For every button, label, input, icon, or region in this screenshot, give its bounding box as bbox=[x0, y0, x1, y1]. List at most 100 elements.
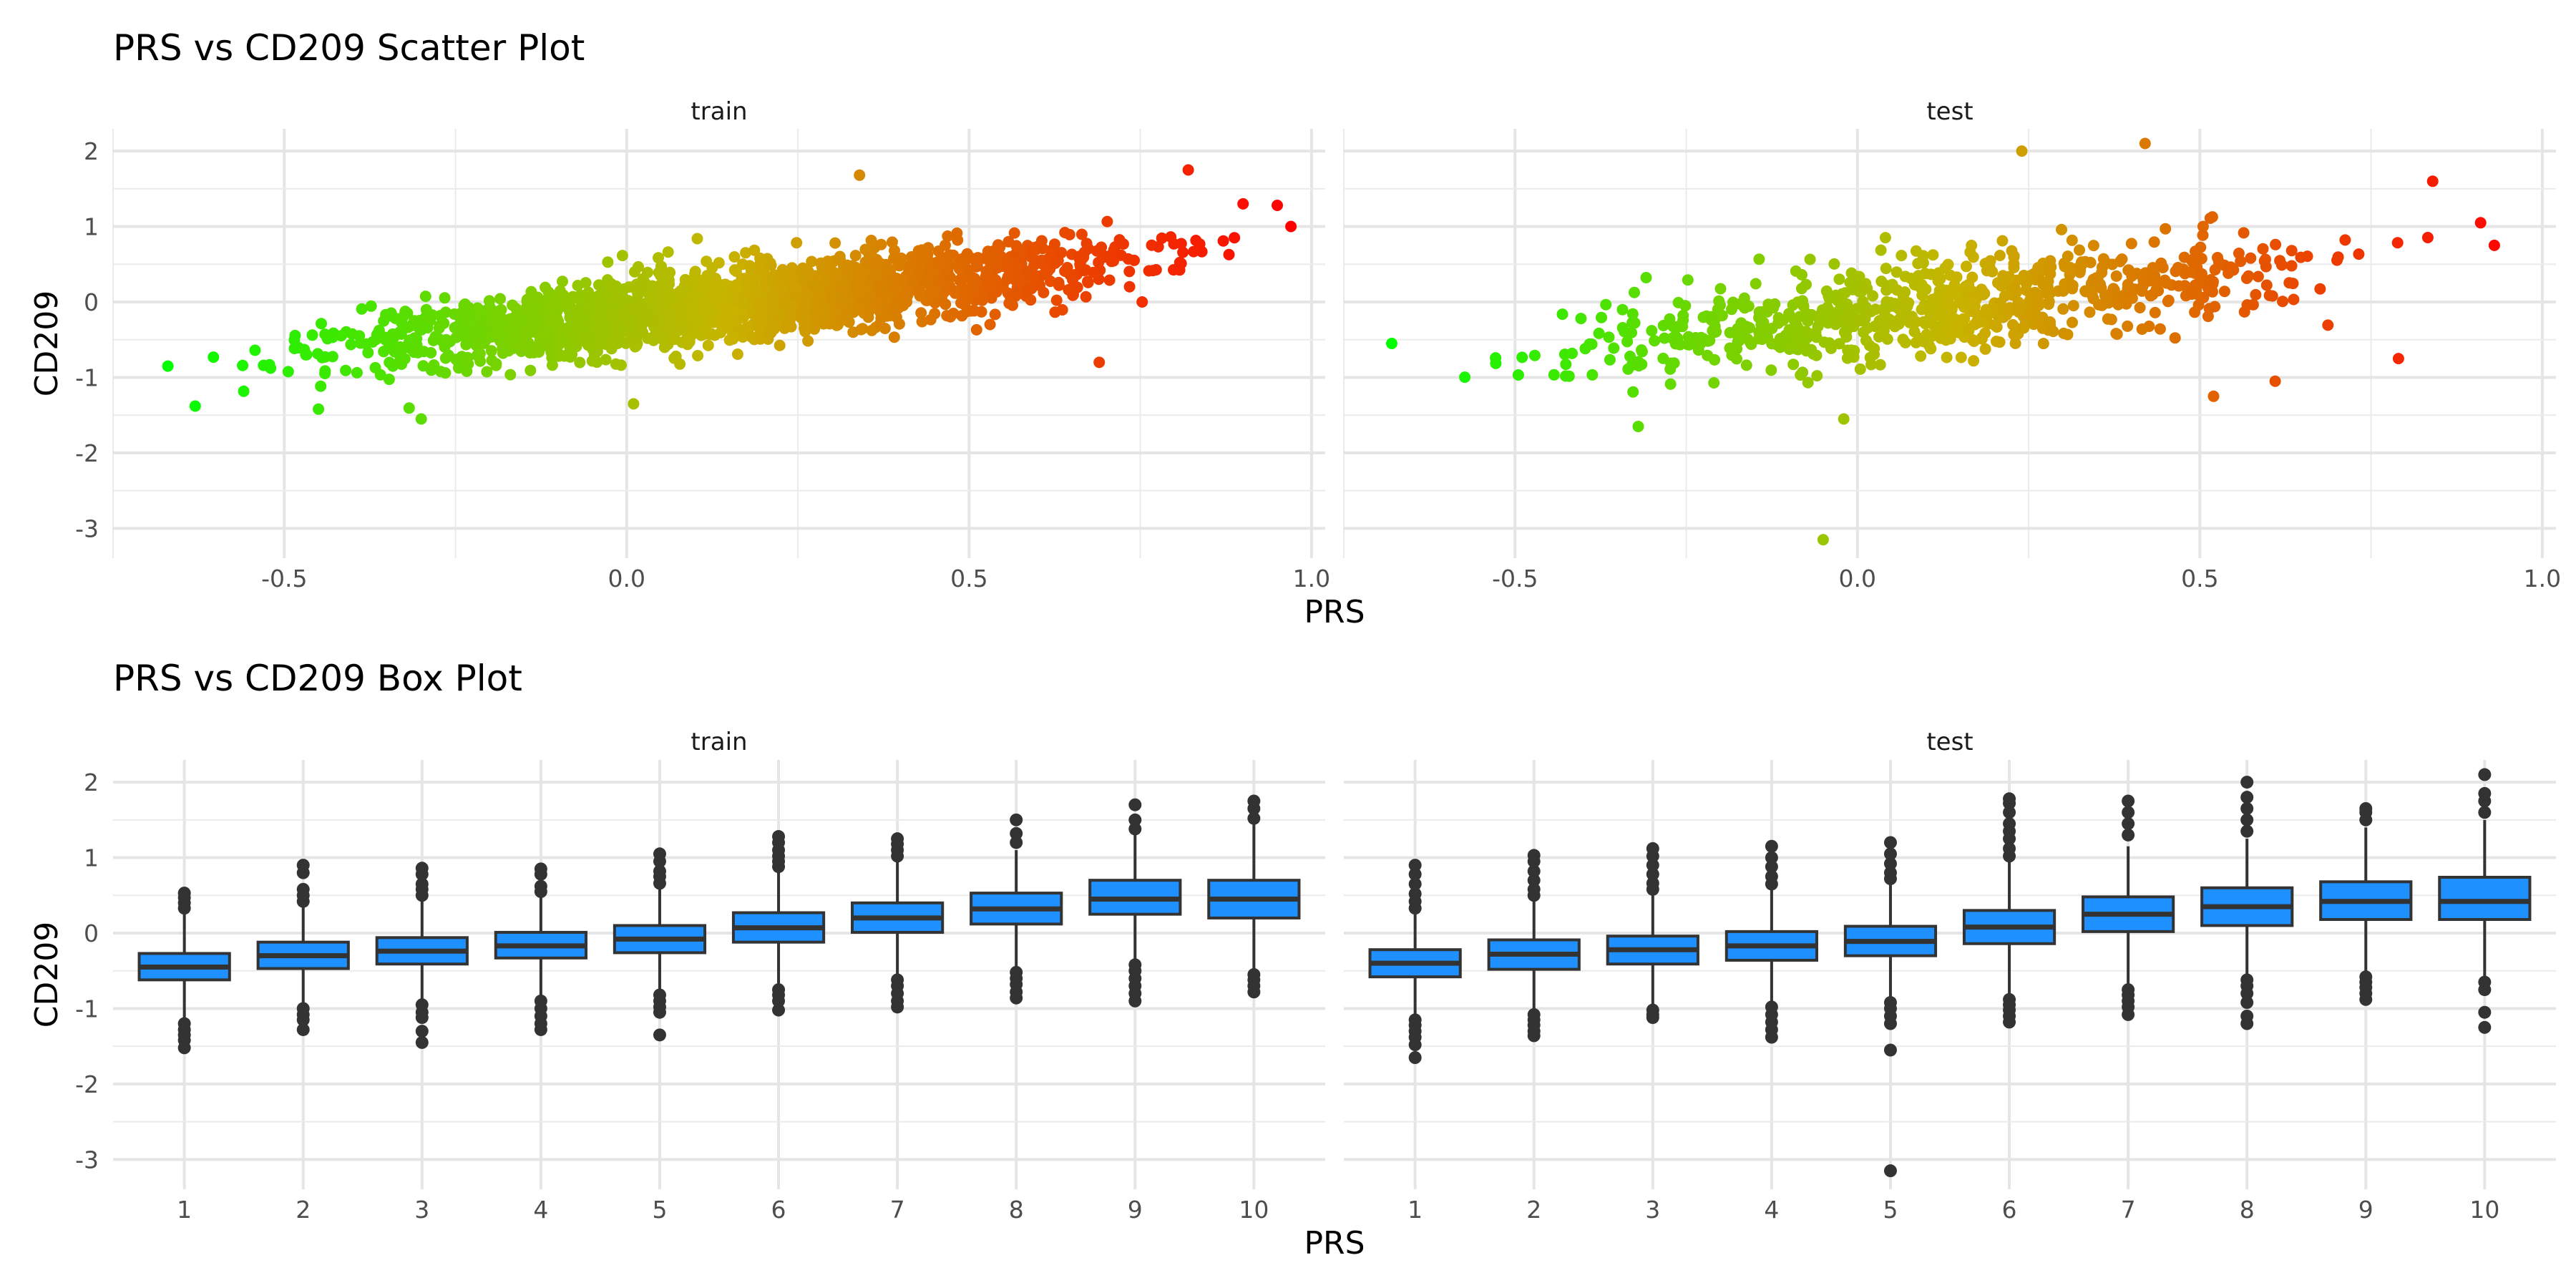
scatter-point bbox=[2197, 220, 2209, 233]
scatter-point bbox=[585, 303, 597, 315]
scatter-point bbox=[1108, 255, 1120, 267]
scatter-point bbox=[369, 361, 381, 374]
scatter-point bbox=[1033, 256, 1045, 268]
scatter-point bbox=[1792, 331, 1804, 343]
scatter-y-tick-label: 0 bbox=[84, 288, 99, 316]
scatter-point bbox=[2218, 286, 2230, 298]
scatter-point bbox=[970, 291, 982, 303]
scatter-point bbox=[2073, 263, 2085, 275]
scatter-point bbox=[1821, 301, 1833, 313]
scatter-point bbox=[1936, 310, 1948, 322]
scatter-point bbox=[2043, 298, 2054, 311]
box-outlier bbox=[296, 859, 310, 872]
scatter-point bbox=[1490, 352, 1502, 364]
scatter-point bbox=[512, 316, 524, 328]
scatter-point bbox=[1122, 253, 1134, 265]
scatter-point bbox=[1952, 319, 1964, 331]
box-x-tick-label: 10 bbox=[1239, 1196, 1269, 1224]
scatter-point bbox=[1750, 278, 1762, 290]
scatter-point bbox=[1966, 271, 1979, 283]
box-x-tick-label: 4 bbox=[1764, 1196, 1779, 1224]
scatter-point bbox=[1927, 249, 1939, 261]
scatter-point bbox=[2314, 283, 2326, 295]
box-outlier bbox=[1765, 851, 1778, 864]
scatter-point bbox=[1150, 264, 1162, 275]
scatter-point bbox=[566, 313, 578, 326]
scatter-point bbox=[580, 277, 592, 289]
scatter-y-tick-label: 1 bbox=[84, 213, 99, 241]
box-outlier bbox=[1883, 1017, 1897, 1030]
scatter-point bbox=[827, 289, 839, 301]
scatter-point bbox=[628, 398, 640, 410]
scatter-point bbox=[1921, 328, 1933, 341]
box-y-tick-label: 2 bbox=[84, 769, 99, 796]
scatter-point bbox=[1566, 347, 1578, 359]
scatter-point bbox=[1622, 363, 1634, 375]
box-outlier bbox=[296, 1023, 310, 1036]
scatter-point bbox=[1959, 280, 1971, 293]
scatter-point bbox=[1616, 322, 1629, 333]
scatter-point bbox=[1636, 346, 1648, 358]
box-panel-test: 1 2 3 4 5 6 7 8 9 10 bbox=[1344, 760, 2556, 1224]
scatter-point bbox=[383, 374, 395, 386]
scatter-point bbox=[942, 230, 954, 242]
scatter-point bbox=[1800, 345, 1813, 357]
scatter-point bbox=[730, 265, 742, 278]
scatter-point bbox=[2391, 237, 2404, 249]
box-outlier bbox=[1883, 1164, 1897, 1178]
scatter-point bbox=[1875, 244, 1887, 256]
scatter-point bbox=[813, 289, 825, 301]
scatter-point bbox=[1626, 308, 1639, 320]
scatter-point bbox=[756, 310, 768, 322]
scatter-point bbox=[672, 301, 683, 313]
box-outlier bbox=[2122, 828, 2135, 841]
scatter-point bbox=[1123, 265, 1136, 278]
box-outlier bbox=[1010, 991, 1023, 1005]
scatter-point bbox=[1657, 352, 1669, 364]
scatter-point bbox=[1849, 274, 1861, 286]
scatter-point bbox=[1715, 310, 1727, 322]
scatter-point bbox=[665, 324, 678, 336]
scatter-point bbox=[1991, 321, 2003, 333]
scatter-point bbox=[928, 290, 940, 302]
scatter-point bbox=[1055, 247, 1068, 259]
scatter-point bbox=[871, 256, 883, 268]
scatter-point bbox=[2096, 299, 2108, 311]
scatter-point bbox=[1867, 290, 1879, 302]
box-outlier bbox=[653, 1028, 666, 1042]
scatter-point bbox=[849, 250, 862, 262]
scatter-point bbox=[1516, 351, 1528, 364]
scatter-point bbox=[692, 350, 704, 361]
scatter-point bbox=[2032, 262, 2044, 274]
scatter-point bbox=[2421, 232, 2434, 243]
scatter-point bbox=[1002, 273, 1013, 285]
scatter-point bbox=[2008, 251, 2020, 263]
scatter-point bbox=[384, 310, 396, 322]
scatter-point bbox=[2084, 306, 2096, 318]
box-outlier bbox=[772, 1003, 786, 1017]
scatter-point bbox=[2111, 328, 2123, 340]
scatter-point bbox=[486, 354, 498, 366]
scatter-point bbox=[1677, 314, 1689, 326]
scatter-point bbox=[1753, 253, 1765, 265]
scatter-point bbox=[663, 286, 675, 298]
scatter-point bbox=[1674, 338, 1686, 351]
scatter-point bbox=[2059, 278, 2071, 290]
scatter-point bbox=[2238, 227, 2250, 239]
scatter-point bbox=[926, 260, 938, 272]
box-x-tick-label: 1 bbox=[177, 1196, 192, 1224]
scatter-point bbox=[1646, 325, 1658, 337]
scatter-point bbox=[1817, 534, 1829, 546]
box-outlier bbox=[891, 832, 904, 846]
scatter-point bbox=[2125, 238, 2137, 250]
scatter-point bbox=[1839, 287, 1851, 299]
box-x-tick-label: 8 bbox=[2240, 1196, 2255, 1224]
scatter-point bbox=[491, 321, 503, 333]
box-outlier bbox=[2240, 987, 2254, 1000]
scatter-point bbox=[1714, 283, 1727, 295]
scatter-point bbox=[2045, 261, 2057, 273]
scatter-point bbox=[968, 305, 980, 317]
scatter-point bbox=[956, 310, 968, 322]
